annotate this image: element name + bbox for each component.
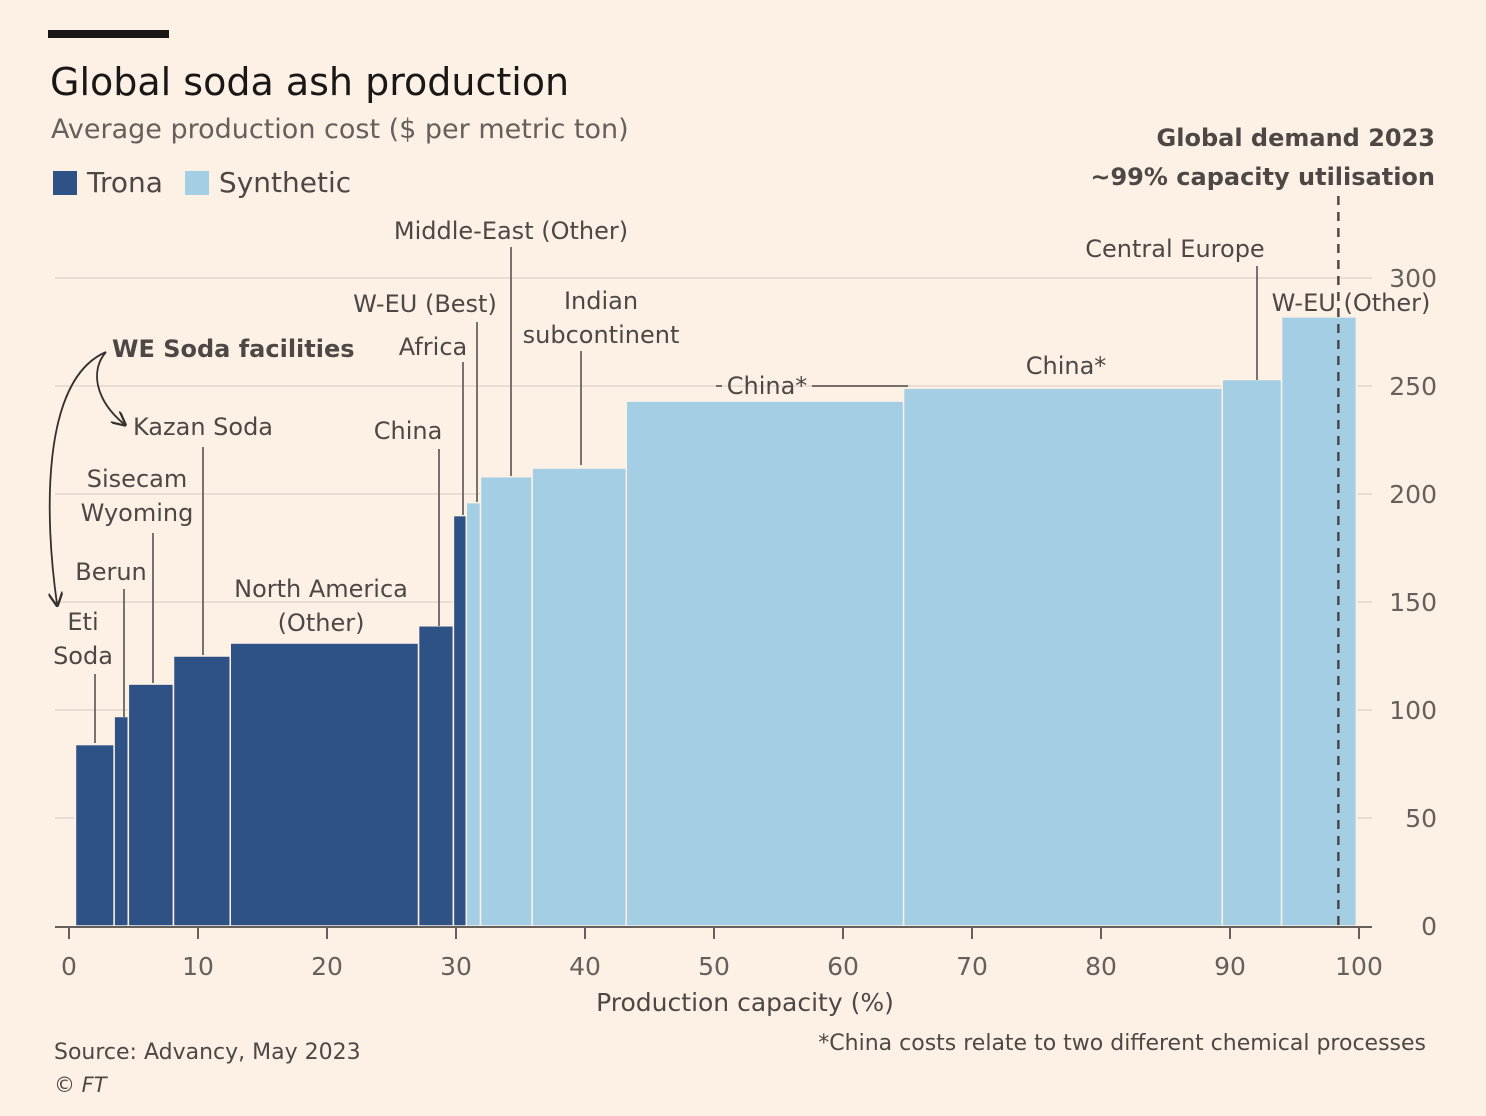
- y-tick-label-100: 100: [1389, 696, 1437, 725]
- bar-label-11: China*: [1026, 352, 1107, 380]
- y-tick-label-250: 250: [1389, 372, 1437, 401]
- bar-label-12: Central Europe: [1085, 235, 1264, 263]
- bar-label-7: W-EU (Best): [353, 290, 497, 318]
- x-tick-label-10: 10: [182, 952, 214, 981]
- x-tick-label-0: 0: [61, 952, 77, 981]
- bar-13: [1280, 316, 1358, 927]
- bar-label-9-line-1: subcontinent: [523, 321, 680, 349]
- y-tick-label-50: 50: [1405, 804, 1437, 833]
- bar-label-6: Africa: [399, 333, 467, 361]
- bar-1: [113, 715, 130, 927]
- bar-label-2-line-1: Wyoming: [81, 499, 194, 527]
- bar-label-4-line-0: North America: [234, 575, 408, 603]
- bar-label-5: China: [374, 417, 443, 445]
- we-soda-arrow-kazan: [96, 351, 124, 424]
- bar-7: [465, 501, 482, 927]
- x-tick-label-60: 60: [827, 952, 859, 981]
- y-tick-label-150: 150: [1389, 588, 1437, 617]
- bar-label-1: Berun: [75, 558, 147, 586]
- global-demand-label: Global demand 2023: [1157, 124, 1435, 152]
- x-tick-label-30: 30: [440, 952, 472, 981]
- bar-4: [229, 642, 420, 927]
- copyright-note: © FT: [54, 1073, 107, 1097]
- x-tick-label-20: 20: [311, 952, 343, 981]
- legend-item-synthetic: Synthetic: [184, 166, 352, 199]
- china-footnote: *China costs relate to two different che…: [818, 1031, 1426, 1056]
- capacity-utilisation-label: ~99% capacity utilisation: [1090, 163, 1435, 191]
- bar-10: [625, 400, 905, 927]
- y-tick-label-300: 300: [1389, 264, 1437, 293]
- bar-label-2-line-0: Sisecam: [87, 465, 187, 493]
- x-tick-label-80: 80: [1085, 952, 1117, 981]
- legend-swatch-synthetic: [184, 170, 209, 195]
- bar-label-10: China*: [727, 372, 808, 400]
- y-tick-label-0: 0: [1421, 912, 1437, 941]
- bar-5: [417, 625, 455, 927]
- bar-label-3: Kazan Soda: [133, 413, 273, 441]
- chart-title: Global soda ash production: [50, 60, 570, 104]
- bar-label-9-line-0: Indian: [564, 287, 638, 315]
- we-soda-arrow-eti: [50, 351, 107, 604]
- chart-subtitle: Average production cost ($ per metric to…: [51, 114, 629, 145]
- bar-3: [172, 655, 232, 927]
- bar-label-8: Middle-East (Other): [394, 217, 628, 245]
- legend-swatch-trona: [53, 170, 77, 195]
- x-tick-label-50: 50: [698, 952, 730, 981]
- title-rule: [48, 30, 169, 38]
- x-tick-label-70: 70: [956, 952, 988, 981]
- x-axis-label: Production capacity (%): [596, 988, 894, 1017]
- legend-label-trona: Trona: [87, 166, 163, 199]
- bar-label-13: W-EU (Other): [1272, 289, 1431, 317]
- y-tick-label-200: 200: [1389, 480, 1437, 509]
- bar-12: [1221, 378, 1283, 927]
- x-tick-label-90: 90: [1214, 952, 1246, 981]
- bar-label-0-line-0: Eti: [67, 608, 98, 636]
- we-soda-facilities-label: WE Soda facilities: [112, 335, 355, 363]
- bar-8: [479, 475, 533, 927]
- bar-label-4-line-1: (Other): [278, 609, 365, 637]
- bar-0: [74, 743, 115, 927]
- bar-11: [902, 387, 1224, 927]
- bar-label-0-line-1: Soda: [53, 642, 113, 670]
- bar-9: [531, 467, 628, 927]
- bar-2: [127, 683, 175, 927]
- bar-6: [452, 514, 468, 927]
- legend: Trona Synthetic: [53, 166, 373, 199]
- x-tick-label-100: 100: [1335, 952, 1383, 981]
- legend-item-trona: Trona: [53, 166, 163, 199]
- x-tick-label-40: 40: [569, 952, 601, 981]
- legend-label-synthetic: Synthetic: [218, 166, 352, 199]
- source-note: Source: Advancy, May 2023: [54, 1040, 361, 1065]
